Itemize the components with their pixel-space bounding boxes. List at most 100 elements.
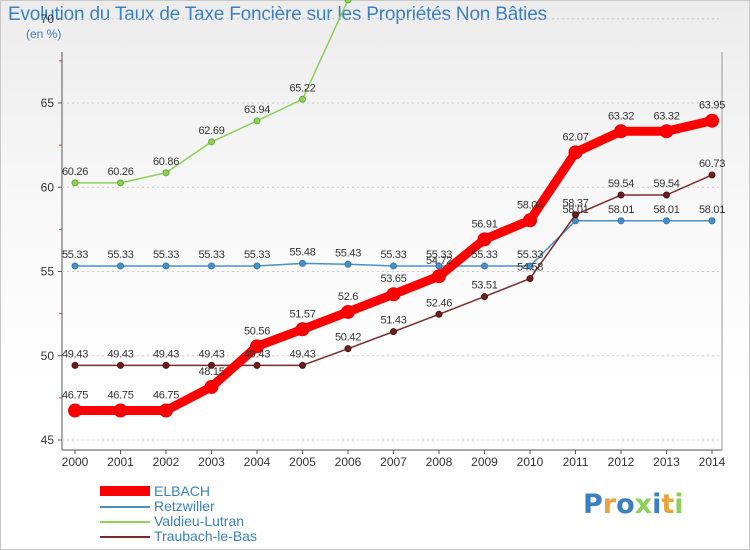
- data-label-valdieu-lutran: 65.22: [289, 82, 315, 94]
- data-point-retzwiller: [162, 262, 170, 270]
- data-point-traubach-le-bas: [117, 361, 124, 369]
- data-point-retzwiller: [526, 262, 534, 270]
- proxiti-logo: Proxiti: [583, 489, 684, 520]
- data-label-elbach: 51.57: [289, 308, 315, 320]
- data-label-retzwiller: 55.33: [198, 249, 224, 261]
- legend-label: Valdieu-Lutran: [154, 513, 245, 529]
- x-tick-label: 2013: [653, 455, 680, 469]
- data-point-valdieu-lutran: [71, 179, 79, 187]
- data-label-elbach: 52.6: [338, 291, 358, 303]
- data-point-retzwiller: [253, 262, 261, 270]
- data-label-valdieu-lutran: 63.94: [244, 104, 270, 116]
- y-tick-label: 60: [41, 180, 55, 194]
- data-point-traubach-le-bas: [208, 361, 215, 369]
- x-tick-label: 2007: [380, 455, 407, 469]
- data-label-retzwiller: 58.01: [653, 204, 679, 216]
- data-point-elbach: [113, 403, 128, 418]
- series-line-valdieu-lutran: [74, 0, 349, 184]
- data-label-traubach-le-bas: 49.43: [153, 348, 179, 360]
- logo-letter: r: [602, 489, 617, 520]
- data-point-traubach-le-bas: [299, 361, 306, 369]
- data-label-valdieu-lutran: 60.26: [107, 166, 133, 178]
- data-point-elbach: [614, 124, 628, 139]
- y-tick-label: 45: [41, 433, 55, 447]
- legend-swatch: [100, 506, 150, 508]
- data-point-retzwiller: [617, 217, 625, 225]
- chart-subtitle: (en %): [26, 27, 62, 41]
- data-point-traubach-le-bas: [162, 361, 170, 369]
- data-point-elbach: [568, 145, 583, 160]
- data-point-elbach: [432, 269, 446, 284]
- data-label-valdieu-lutran: 60.26: [62, 166, 88, 178]
- data-point-elbach: [295, 322, 310, 337]
- logo-letter: o: [616, 489, 635, 520]
- legend-swatch: [100, 521, 150, 523]
- data-point-traubach-le-bas: [344, 345, 352, 353]
- x-tick-label: 2011: [563, 455, 589, 469]
- data-label-traubach-le-bas: 49.43: [107, 348, 133, 360]
- legend-label: Traubach-le-Bas: [154, 528, 257, 544]
- data-point-elbach: [341, 304, 355, 319]
- y-tick-label: 50: [41, 349, 55, 363]
- logo-letter: i: [674, 489, 684, 520]
- data-label-elbach: 63.95: [699, 100, 725, 112]
- data-point-retzwiller: [481, 262, 488, 270]
- data-point-elbach: [204, 379, 219, 394]
- x-tick-label: 2014: [699, 455, 726, 469]
- x-tick-label: 2009: [471, 455, 498, 469]
- x-tick-label: 2008: [426, 455, 453, 469]
- data-label-retzwiller: 55.33: [471, 249, 497, 261]
- data-label-retzwiller: 55.33: [153, 249, 179, 261]
- chart-title: Evolution du Taux de Taxe Foncière sur l…: [8, 4, 547, 25]
- data-label-elbach: 50.56: [244, 325, 270, 337]
- data-point-traubach-le-bas: [526, 275, 534, 283]
- data-point-retzwiller: [299, 259, 306, 267]
- data-label-valdieu-lutran: 60.86: [153, 156, 179, 168]
- data-point-retzwiller: [208, 262, 215, 270]
- x-tick-label: 2002: [153, 455, 180, 469]
- data-label-traubach-le-bas: 58.37: [562, 198, 588, 210]
- y-tick-label: 70: [41, 12, 55, 26]
- x-tick-label: 2001: [107, 455, 134, 469]
- data-point-traubach-le-bas: [435, 310, 443, 318]
- data-label-traubach-le-bas: 59.54: [608, 178, 634, 190]
- data-label-retzwiller: 55.33: [107, 249, 133, 261]
- data-label-retzwiller: 55.33: [380, 249, 406, 261]
- data-point-traubach-le-bas: [481, 293, 488, 301]
- data-label-elbach: 63.32: [608, 110, 634, 122]
- data-label-valdieu-lutran: 62.69: [198, 125, 224, 137]
- data-point-traubach-le-bas: [663, 191, 670, 199]
- data-point-valdieu-lutran: [117, 179, 124, 187]
- data-point-elbach: [659, 124, 674, 139]
- data-label-retzwiller: 55.33: [426, 249, 452, 261]
- data-point-retzwiller: [344, 260, 352, 268]
- data-point-elbach: [386, 287, 401, 302]
- x-tick-label: 2005: [289, 455, 316, 469]
- logo-letter: x: [634, 489, 653, 520]
- data-label-retzwiller: 55.48: [289, 246, 315, 258]
- data-label-retzwiller: 55.43: [335, 247, 361, 259]
- logo-letter: i: [652, 489, 662, 520]
- data-point-retzwiller: [117, 262, 124, 270]
- legend-swatch: [100, 486, 150, 496]
- data-label-elbach: 62.07: [562, 131, 588, 143]
- legend-swatch: [100, 536, 150, 538]
- data-point-valdieu-lutran: [253, 117, 261, 125]
- data-point-traubach-le-bas: [253, 361, 261, 369]
- data-label-elbach: 58.04: [517, 199, 543, 211]
- data-point-traubach-le-bas: [617, 191, 625, 199]
- data-label-retzwiller: 55.33: [62, 249, 88, 261]
- data-point-retzwiller: [663, 217, 670, 225]
- data-label-elbach: 53.65: [380, 273, 406, 285]
- data-point-traubach-le-bas: [708, 171, 716, 179]
- data-label-retzwiller: 55.33: [517, 249, 543, 261]
- y-tick-label: 65: [41, 96, 55, 110]
- data-label-traubach-le-bas: 49.43: [198, 348, 224, 360]
- data-label-traubach-le-bas: 59.54: [653, 178, 679, 190]
- data-point-retzwiller: [71, 262, 79, 270]
- data-label-elbach: 48.15: [198, 366, 224, 378]
- data-label-elbach: 46.75: [107, 390, 133, 402]
- data-label-traubach-le-bas: 49.43: [62, 348, 88, 360]
